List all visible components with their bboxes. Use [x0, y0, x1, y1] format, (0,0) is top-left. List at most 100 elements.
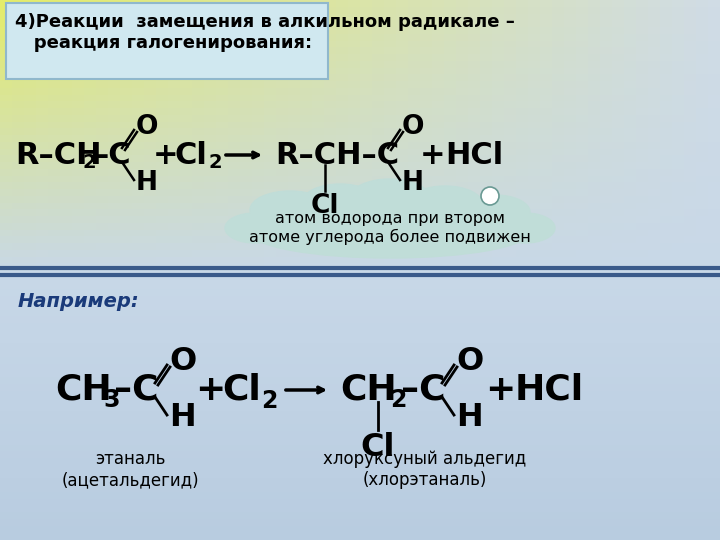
Bar [696, 27, 709, 35]
Bar [684, 60, 697, 69]
Bar [96, 102, 109, 109]
Bar [0, 102, 720, 109]
Bar [144, 222, 157, 231]
Bar [204, 14, 217, 21]
Bar [96, 6, 109, 15]
Bar [600, 128, 613, 136]
Bar [672, 243, 685, 251]
Bar [276, 40, 289, 48]
Bar [612, 209, 625, 217]
Bar [540, 195, 553, 204]
Bar [696, 141, 709, 150]
Bar [360, 108, 373, 116]
Bar [108, 33, 121, 42]
Bar [0, 256, 13, 264]
Bar [456, 135, 469, 143]
Bar [468, 162, 481, 170]
Bar [660, 47, 673, 55]
Bar [240, 195, 253, 204]
Bar [300, 162, 313, 170]
Bar [444, 249, 457, 258]
Bar [348, 0, 361, 8]
Bar [180, 54, 193, 62]
Bar [384, 176, 397, 183]
Bar [696, 209, 709, 217]
Bar [72, 202, 85, 210]
Bar [228, 115, 241, 123]
Bar [180, 60, 193, 69]
Bar [516, 68, 529, 75]
Bar [456, 216, 469, 224]
Bar [504, 102, 517, 109]
Bar [360, 209, 373, 217]
Bar [264, 237, 277, 244]
Bar [480, 256, 493, 264]
Bar [600, 122, 613, 129]
Bar [360, 20, 373, 28]
Bar [348, 68, 361, 75]
Bar [672, 128, 685, 136]
Bar [24, 243, 37, 251]
Text: +: + [420, 140, 446, 170]
Bar [408, 168, 421, 177]
Bar [636, 40, 649, 48]
Bar [432, 183, 445, 190]
Bar [12, 87, 25, 96]
Bar [456, 176, 469, 183]
Bar [432, 81, 445, 89]
Bar [540, 202, 553, 210]
Bar [540, 0, 553, 8]
Bar [624, 74, 637, 82]
Bar [60, 249, 73, 258]
Bar [504, 47, 517, 55]
Bar [0, 297, 720, 305]
Bar [540, 60, 553, 69]
Bar [264, 40, 277, 48]
Bar [60, 168, 73, 177]
Bar [336, 176, 349, 183]
Bar [432, 60, 445, 69]
Bar [96, 14, 109, 21]
Bar [24, 6, 37, 15]
Bar [552, 74, 565, 82]
Bar [672, 122, 685, 129]
Bar [516, 47, 529, 55]
Bar [108, 54, 121, 62]
Bar [0, 209, 13, 217]
Bar [156, 195, 169, 204]
Bar [636, 108, 649, 116]
Bar [384, 74, 397, 82]
Bar [684, 74, 697, 82]
Bar [312, 263, 325, 271]
Bar [456, 60, 469, 69]
Bar [684, 209, 697, 217]
Bar [564, 60, 577, 69]
Bar [48, 14, 61, 21]
Bar [252, 230, 265, 237]
Bar [0, 263, 13, 271]
Bar [492, 33, 505, 42]
Bar [696, 94, 709, 102]
Bar [660, 202, 673, 210]
Bar [540, 243, 553, 251]
Bar [108, 202, 121, 210]
Bar [708, 68, 720, 75]
Bar [504, 54, 517, 62]
Bar [240, 249, 253, 258]
Bar [624, 168, 637, 177]
Bar [648, 14, 661, 21]
Bar [384, 14, 397, 21]
Bar [660, 0, 673, 8]
Text: +: + [153, 140, 179, 170]
Bar [288, 243, 301, 251]
Bar [540, 40, 553, 48]
Bar [480, 128, 493, 136]
Bar [528, 20, 541, 28]
Bar [456, 47, 469, 55]
Bar [384, 148, 397, 156]
Bar [588, 33, 601, 42]
Bar [648, 216, 661, 224]
Bar [348, 81, 361, 89]
Bar [300, 40, 313, 48]
Bar [0, 20, 13, 28]
